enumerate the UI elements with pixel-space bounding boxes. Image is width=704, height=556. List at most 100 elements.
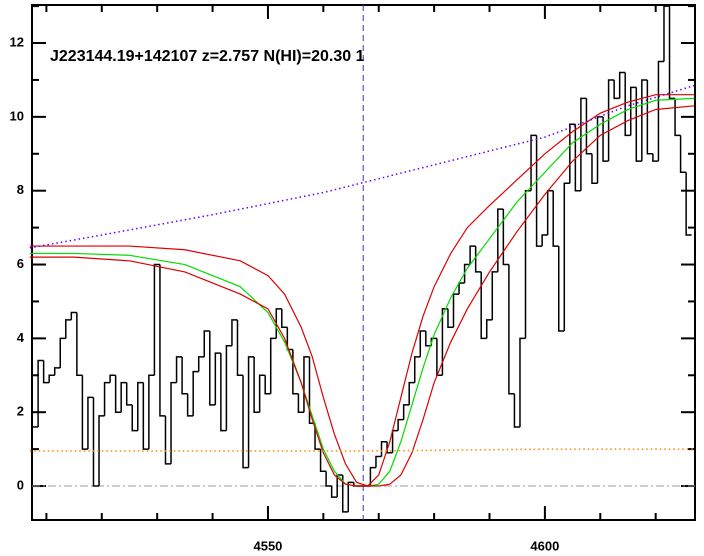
spectrum-step	[607, 79, 615, 162]
spectrum-step	[408, 381, 415, 405]
spectrum-step	[76, 312, 83, 377]
spectrum-step	[209, 330, 216, 406]
spectrum-step	[137, 381, 144, 431]
spectrum-step	[269, 337, 277, 394]
spectrum-step	[596, 116, 604, 184]
spectrum-step	[319, 449, 327, 473]
spectrum-step	[48, 374, 55, 383]
spectrum-step	[142, 382, 149, 450]
spectrum-step	[413, 356, 421, 383]
spectrum-step	[153, 263, 160, 376]
spectrum-step	[591, 153, 598, 185]
spectrum-step	[519, 337, 526, 427]
spectrum-step	[574, 124, 581, 192]
spectrum-step	[463, 263, 471, 283]
spectrum-step	[214, 352, 221, 405]
spectrum-step	[164, 415, 172, 465]
spectrum-step	[552, 190, 559, 247]
spectrum-step	[375, 455, 382, 468]
spectrum-step	[236, 319, 244, 377]
spectrum-step	[120, 381, 127, 413]
spectrum-step	[292, 349, 299, 395]
y-tick-label: 0	[17, 477, 24, 492]
spectrum-step	[330, 486, 338, 498]
spectrum-step	[220, 353, 227, 432]
model-line	[29, 105, 695, 487]
spectrum-step	[225, 344, 232, 431]
spectrum-step	[148, 374, 155, 450]
spectrum-step	[37, 359, 44, 427]
y-tick-label: 10	[10, 108, 24, 123]
spectrum-step	[87, 396, 94, 450]
spectrum-step	[524, 189, 532, 339]
spectrum-step	[114, 375, 122, 413]
spectrum-step	[275, 308, 282, 339]
spectrum-step	[513, 393, 520, 428]
spectrum-step	[602, 116, 609, 162]
spectrum-step	[441, 308, 448, 376]
spectrum-step	[497, 208, 504, 272]
plot-frame	[31, 4, 696, 521]
model-line	[29, 94, 695, 487]
spectrum-step	[253, 356, 260, 413]
spectrum-step	[203, 330, 210, 357]
spectrum-step	[685, 172, 692, 236]
spectrum-step	[480, 271, 487, 340]
spectrum-step	[469, 245, 476, 265]
spectrum-step	[231, 319, 238, 346]
spectrum-step	[42, 360, 50, 384]
spectrum-step	[131, 404, 138, 432]
spectrum-step	[613, 79, 620, 100]
spectrum-step	[402, 404, 410, 420]
spectrum-step	[264, 375, 271, 395]
spectrum-step	[181, 356, 188, 395]
spectrum-step	[668, 6, 676, 100]
spectrum-step	[585, 98, 592, 155]
spectrum-step	[53, 367, 61, 376]
spectrum-step	[563, 182, 570, 331]
x-tick-label: 4550	[253, 538, 282, 553]
chart-title: J223144.19+142107 z=2.757 N(HI)=20.30 1	[50, 48, 365, 65]
spectrum-step	[109, 374, 116, 383]
spectrum-step	[458, 282, 465, 295]
spectrum-step	[397, 418, 404, 431]
spectrum-step	[59, 337, 66, 368]
spectrum-step	[314, 423, 321, 450]
spectrum-step	[425, 330, 432, 347]
spectrum-step	[557, 246, 565, 332]
spectrum-step	[530, 134, 537, 191]
spectrum-step	[674, 98, 681, 137]
spectrum-step	[546, 189, 554, 235]
spectrum-step	[170, 381, 177, 464]
spectrum-step	[629, 86, 637, 136]
spectrum-step	[485, 319, 493, 339]
spectrum-step	[641, 79, 648, 162]
spectrum-step	[652, 153, 659, 162]
spectrum-step	[186, 393, 194, 417]
y-tick-label: 12	[10, 34, 24, 49]
y-tick-label: 6	[17, 256, 24, 271]
spectrum-step	[624, 72, 631, 137]
spectrum-step	[281, 308, 288, 329]
spectrum-step	[247, 356, 255, 468]
spectrum-step	[657, 60, 664, 162]
y-tick-label: 4	[17, 330, 25, 345]
spectrum-step	[92, 397, 100, 487]
spectrum-step	[125, 382, 133, 406]
spectrum-step	[347, 481, 354, 512]
spectrum-step	[369, 466, 376, 487]
spectrum-step	[508, 264, 515, 395]
spectrum-step	[635, 87, 642, 162]
spectrum-step	[103, 381, 111, 416]
spectrum-step	[646, 79, 653, 155]
spectrum-step	[474, 246, 482, 273]
spectrum-step	[502, 209, 509, 266]
spectrum-step	[197, 356, 205, 372]
spectrum-step	[618, 71, 626, 99]
y-tick-label: 8	[17, 182, 24, 197]
spectrum-step	[297, 393, 304, 413]
spectrum-step	[98, 415, 105, 487]
spectrum-step	[286, 327, 293, 351]
spectrum-step	[535, 135, 543, 247]
spectrum-step	[325, 471, 332, 487]
